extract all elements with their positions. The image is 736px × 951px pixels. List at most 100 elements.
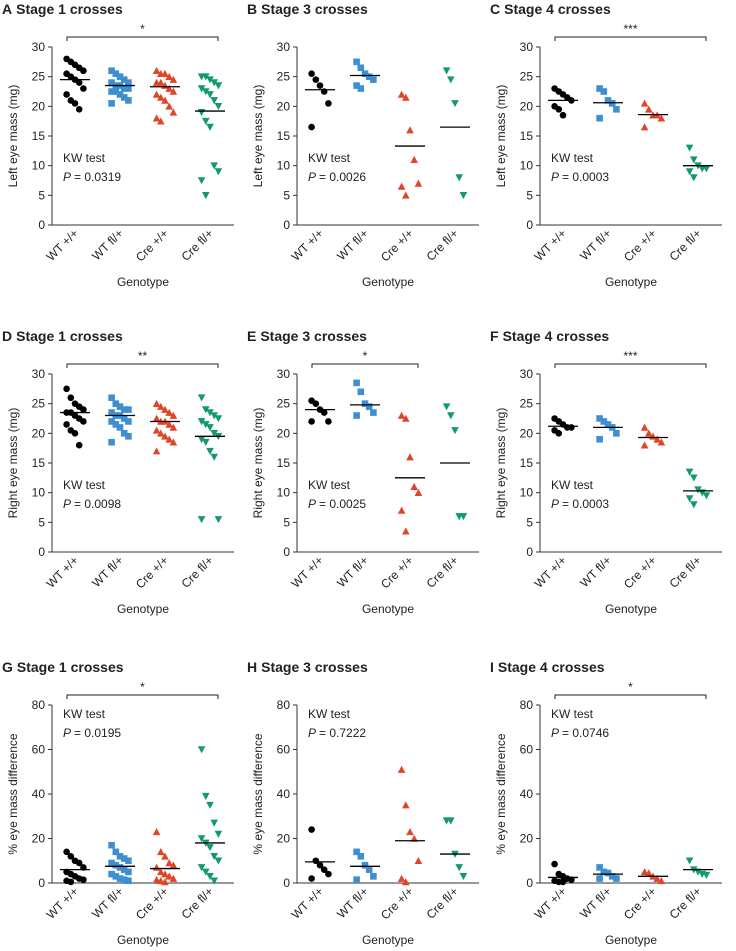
significance-label: * — [140, 22, 145, 36]
data-point — [406, 828, 414, 836]
panel-letter: B — [247, 1, 257, 17]
data-point — [152, 399, 161, 407]
data-point — [320, 866, 328, 873]
data-point — [120, 866, 128, 873]
data-point — [169, 87, 178, 95]
panel-title-text: Stage 1 crosses — [17, 659, 124, 675]
panel-title-text: Stage 1 crosses — [16, 328, 123, 344]
x-tick-label: Cre +/+ — [621, 553, 659, 591]
data-point — [206, 447, 214, 455]
data-point — [702, 871, 711, 880]
data-point — [202, 421, 210, 429]
x-tick-label: Cre fl/+ — [424, 884, 461, 921]
data-point — [702, 492, 711, 500]
data-point — [353, 58, 360, 66]
x-tick-label: WT fl/+ — [89, 553, 126, 590]
panel-title: E Stage 3 crosses — [247, 328, 367, 344]
data-point — [157, 117, 165, 125]
y-tick-label: 20 — [520, 832, 534, 846]
data-point — [361, 400, 369, 407]
y-tick-label: 40 — [32, 787, 46, 801]
data-point — [206, 123, 214, 131]
x-tick-label: WT +/+ — [44, 884, 82, 922]
y-tick-label: 30 — [520, 367, 534, 381]
data-point — [353, 412, 360, 419]
data-point — [120, 406, 128, 413]
data-point — [71, 100, 79, 107]
p-number: = 0.0026 — [319, 170, 366, 184]
data-point — [116, 864, 124, 871]
panel-title-text: Stage 3 crosses — [260, 328, 367, 344]
data-point — [600, 418, 608, 425]
data-point — [447, 76, 455, 84]
data-point — [80, 406, 87, 413]
x-tick-label: Cre +/+ — [378, 226, 416, 264]
y-tick-label: 80 — [277, 698, 291, 712]
panel: I Stage 4 crosses 0 20 40 60 80 % eye mass diff… — [490, 659, 722, 947]
panel-title: F Stage 4 crosses — [490, 328, 609, 344]
data-point — [116, 853, 124, 860]
data-point — [361, 861, 369, 869]
y-tick-label: 0 — [38, 545, 45, 559]
data-point — [206, 409, 214, 417]
data-point — [210, 162, 218, 170]
data-point — [365, 403, 373, 410]
data-point — [640, 868, 649, 876]
data-point — [63, 385, 70, 393]
y-tick-label: 0 — [526, 218, 533, 232]
panel: B Stage 3 crosses 0 5 10 15 20 25 30 Left eye mas… — [247, 1, 479, 289]
data-point — [640, 441, 649, 449]
panel-letter: G — [2, 659, 13, 675]
panel-letter: H — [247, 659, 257, 675]
data-point — [125, 418, 132, 425]
p-symbol: P — [63, 170, 71, 184]
data-point — [685, 144, 694, 152]
data-point — [308, 70, 315, 77]
y-tick-label: 0 — [526, 876, 533, 890]
y-axis-label: Right eye mass (mg) — [494, 408, 508, 519]
data-point — [596, 85, 603, 92]
x-tick-label: WT +/+ — [532, 553, 570, 591]
data-point — [600, 88, 608, 95]
data-point — [165, 859, 173, 867]
data-point — [402, 527, 410, 535]
y-axis-label: Right eye mass (mg) — [6, 408, 20, 519]
data-point — [112, 70, 120, 77]
p-number: = 0.0195 — [74, 726, 121, 740]
x-tick-label: WT +/+ — [44, 553, 82, 591]
data-point — [206, 844, 214, 852]
data-point — [214, 415, 223, 423]
data-point — [640, 99, 649, 107]
data-point — [197, 864, 206, 872]
test-label: KW test — [551, 707, 594, 721]
data-point — [108, 67, 115, 75]
data-point — [308, 418, 315, 425]
data-point — [613, 875, 620, 882]
y-tick-label: 0 — [526, 545, 533, 559]
data-point — [202, 73, 210, 81]
data-point — [320, 409, 328, 416]
data-point — [157, 429, 165, 437]
data-point — [596, 415, 603, 422]
panel-title: I Stage 4 crosses — [490, 659, 605, 675]
data-point — [125, 857, 132, 865]
data-point — [161, 878, 169, 886]
data-point — [108, 88, 115, 95]
x-tick-label: WT fl/+ — [334, 553, 371, 590]
data-point — [161, 405, 169, 413]
data-point — [357, 64, 365, 72]
data-point — [169, 874, 178, 882]
data-point — [157, 78, 165, 86]
x-tick-label: Cre +/+ — [378, 884, 416, 922]
panel: G Stage 1 crosses 0 20 40 60 80 % eye mass diff… — [2, 659, 234, 947]
data-point — [169, 423, 178, 431]
p-value: P = 0.0003 — [551, 497, 609, 511]
data-point — [551, 860, 558, 868]
y-axis-label: % eye mass difference — [494, 733, 508, 854]
y-tick-label: 10 — [520, 486, 534, 500]
data-point — [694, 486, 702, 494]
y-tick-label: 60 — [32, 743, 46, 757]
data-point — [116, 424, 124, 431]
y-tick-label: 20 — [32, 426, 46, 440]
data-point — [197, 108, 206, 117]
